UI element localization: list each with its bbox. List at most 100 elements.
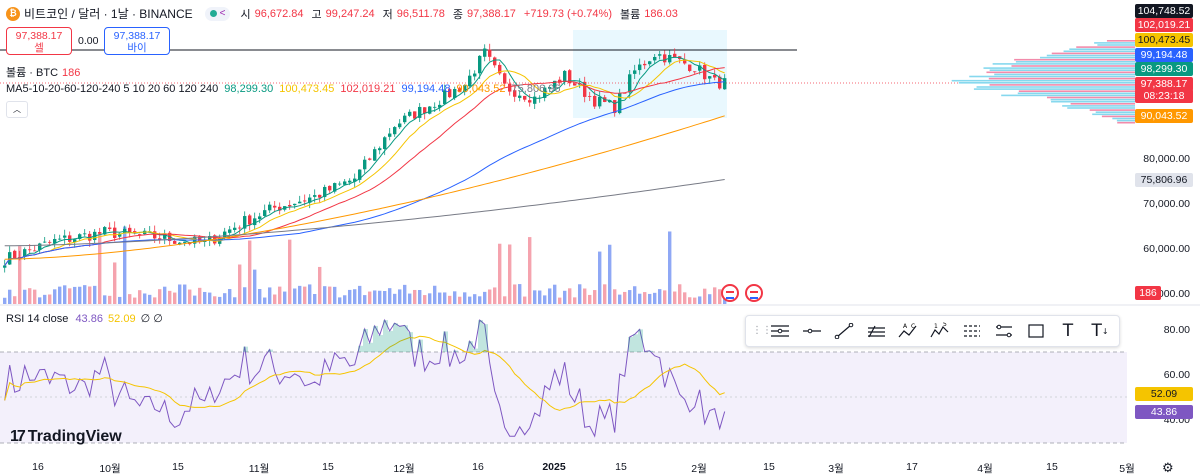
candle-body bbox=[553, 80, 557, 88]
candle-body bbox=[713, 74, 717, 78]
candle-body bbox=[368, 158, 372, 160]
volume-bar bbox=[158, 289, 162, 304]
volume-profile-bar bbox=[1011, 65, 1135, 67]
volume-bar bbox=[618, 294, 622, 304]
candle-body bbox=[78, 234, 82, 239]
volume-bar bbox=[468, 296, 472, 304]
candle-body bbox=[463, 85, 467, 93]
rectangle-icon bbox=[1028, 324, 1044, 338]
candle-body bbox=[523, 95, 527, 100]
us-flag-event-icon[interactable] bbox=[721, 284, 739, 302]
candle-body bbox=[263, 210, 267, 216]
volume-bar bbox=[583, 288, 587, 304]
candle-body bbox=[163, 233, 167, 239]
trend-line-tool[interactable] bbox=[830, 318, 858, 344]
candle-body bbox=[338, 183, 342, 185]
volume-bar bbox=[293, 288, 297, 304]
date-range-icon bbox=[996, 324, 1012, 338]
volume-bar bbox=[128, 294, 132, 304]
drag-handle-icon[interactable]: ⋮⋮ bbox=[752, 325, 772, 336]
candle-body bbox=[503, 73, 507, 84]
candle-body bbox=[403, 115, 407, 123]
collapse-legend-button[interactable]: ︿ bbox=[6, 101, 28, 118]
fib-retracement-tool[interactable] bbox=[862, 318, 890, 344]
volume-bar bbox=[633, 286, 637, 304]
rsi-legend[interactable]: RSI 14 close 43.86 52.09 ∅ ∅ bbox=[6, 312, 163, 325]
open-label: 시 bbox=[240, 8, 251, 21]
volume-bar bbox=[313, 294, 317, 304]
gear-icon[interactable]: ⚙ bbox=[1162, 460, 1174, 474]
candle-body bbox=[353, 178, 357, 182]
high-value: 99,247.24 bbox=[325, 7, 375, 20]
candle-body bbox=[583, 81, 587, 97]
volume-bar bbox=[498, 243, 502, 304]
volume-profile-bar bbox=[986, 71, 1135, 74]
volume-profile-bar bbox=[1112, 117, 1135, 120]
candle-body bbox=[253, 218, 257, 226]
market-status[interactable]: < bbox=[204, 6, 231, 21]
horizontal-ray-tool[interactable] bbox=[798, 318, 826, 344]
volume-bar bbox=[193, 295, 197, 304]
market-open-icon bbox=[209, 10, 217, 17]
candle-body bbox=[308, 197, 312, 203]
volume-bar bbox=[358, 285, 362, 304]
date-range-tool[interactable] bbox=[990, 318, 1018, 344]
volume-bar bbox=[98, 233, 102, 304]
volume-legend[interactable]: 볼륨 · BTC 186 bbox=[6, 64, 80, 80]
volume-bar bbox=[693, 297, 697, 304]
volume-bar bbox=[698, 296, 702, 304]
ma-legend[interactable]: MA5-10-20-60-120-240 5 10 20 60 120 240 … bbox=[6, 83, 560, 95]
time-tick: 12월 bbox=[393, 463, 415, 474]
candle-body bbox=[638, 64, 642, 71]
volume-profile-bar bbox=[992, 63, 1135, 65]
candle-body bbox=[653, 56, 657, 61]
volume-bar bbox=[103, 295, 107, 304]
rsi-overbought-fill bbox=[638, 329, 643, 352]
candle-body bbox=[393, 127, 397, 135]
volume-bar bbox=[383, 291, 387, 304]
rsi-overbought-fill bbox=[633, 334, 638, 352]
volume-profile-bar bbox=[1092, 113, 1135, 116]
rsi-overbought-fill bbox=[358, 345, 363, 352]
candle-body bbox=[533, 96, 537, 104]
svg-text:5: 5 bbox=[943, 322, 947, 328]
buy-button[interactable]: 97,388.17 바이 bbox=[104, 27, 170, 55]
rectangle-tool[interactable] bbox=[1022, 318, 1050, 344]
rsi-overbought-fill bbox=[368, 342, 373, 352]
volume-bar bbox=[713, 287, 717, 304]
rsi-overbought-fill bbox=[403, 325, 408, 352]
text-tool[interactable]: T bbox=[1054, 318, 1082, 344]
volume-tag: 186 bbox=[1135, 286, 1161, 300]
us-flag-event-icon[interactable] bbox=[745, 284, 763, 302]
volume-bar bbox=[263, 297, 267, 304]
volume-bar bbox=[473, 294, 477, 304]
symbol-title[interactable]: 비트코인 / 달러 · 1날 · BINANCE bbox=[24, 7, 193, 21]
candle-body bbox=[18, 257, 22, 258]
volume-bar bbox=[208, 292, 212, 304]
volume-profile-bar bbox=[958, 82, 1135, 84]
text-note-tool[interactable]: T ↓ bbox=[1091, 321, 1109, 341]
candle-body bbox=[708, 76, 712, 79]
tradingview-logo[interactable]: 17 TradingView bbox=[10, 428, 122, 446]
candle-body bbox=[478, 55, 482, 74]
candle-body bbox=[518, 95, 522, 98]
ma10-tag: 100,473.45 bbox=[1135, 33, 1193, 47]
volume-bar bbox=[178, 284, 182, 304]
volume-bar bbox=[463, 292, 467, 304]
share-icon[interactable]: < bbox=[219, 8, 226, 19]
volume-bar bbox=[3, 297, 7, 304]
candle-body bbox=[473, 73, 477, 77]
spread-value: 0.00 bbox=[78, 35, 99, 47]
candle-body bbox=[593, 95, 597, 107]
volume-profile-bar bbox=[969, 75, 1135, 78]
sell-label: 셀 bbox=[34, 42, 44, 54]
horizontal-lines-tool[interactable] bbox=[766, 318, 794, 344]
sell-button[interactable]: 97,388.17 셀 bbox=[6, 27, 72, 55]
price-range-tool[interactable] bbox=[958, 318, 986, 344]
candle-body bbox=[288, 205, 292, 207]
volume-profile-bar bbox=[1017, 92, 1135, 95]
